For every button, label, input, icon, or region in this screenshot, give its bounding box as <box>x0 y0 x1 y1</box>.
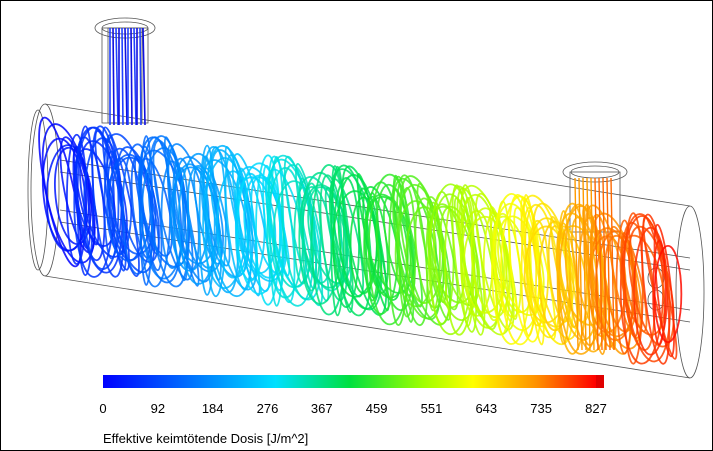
colorbar-label: Effektive keimtötende Dosis [J/m^2] <box>103 431 308 446</box>
tick-label: 827 <box>585 401 607 416</box>
inlet-streamline <box>124 27 128 126</box>
tick-label: 735 <box>530 401 552 416</box>
streamline <box>205 144 254 298</box>
streamline <box>426 196 459 311</box>
streamline <box>642 216 678 360</box>
outlet-streamline <box>578 177 583 351</box>
inlet-streamline <box>112 27 115 126</box>
tick-label: 459 <box>366 401 388 416</box>
outlet-streamline <box>594 177 599 351</box>
streamline <box>262 164 284 292</box>
color-legend: Effektive keimtötende Dosis [J/m^2] 0 92 1… <box>99 375 607 446</box>
colorbar-cap <box>596 375 604 388</box>
streamline <box>73 146 100 246</box>
outlet-streamline <box>586 177 591 351</box>
outlet-streamline <box>582 177 587 351</box>
inlet-streamline <box>115 27 119 126</box>
tick-label: 92 <box>151 401 165 416</box>
outlet-streamline <box>590 177 595 351</box>
tick-label: 367 <box>311 401 333 416</box>
inlet-streamline <box>133 27 137 126</box>
outlet-streamline <box>574 177 579 351</box>
colorbar <box>103 375 596 388</box>
streamline <box>590 212 643 350</box>
streamline <box>513 206 546 328</box>
streamline <box>622 213 671 363</box>
streamline <box>382 196 416 297</box>
inlet-streamline <box>130 27 133 126</box>
outlet-streamline <box>606 177 611 351</box>
tick-label: 276 <box>257 401 279 416</box>
streamline <box>103 133 156 274</box>
streamline <box>202 167 231 267</box>
tick-label: 643 <box>475 401 497 416</box>
streamline <box>653 223 675 358</box>
inlet-streamline <box>142 27 146 126</box>
inlet-streamline <box>121 27 124 126</box>
tick-label: 551 <box>421 401 443 416</box>
inlet-streamline <box>139 27 142 126</box>
streamline <box>532 202 580 340</box>
outlet-streamline <box>598 177 603 351</box>
streamlines <box>38 27 683 365</box>
streamline <box>174 156 224 273</box>
outlet-streamline <box>610 177 615 351</box>
streamline <box>268 158 322 301</box>
streamline <box>653 244 683 344</box>
tick-label: 184 <box>202 401 224 416</box>
streamline <box>152 139 194 281</box>
tick-label: 0 <box>99 401 106 416</box>
outlet-streamline <box>602 177 607 351</box>
